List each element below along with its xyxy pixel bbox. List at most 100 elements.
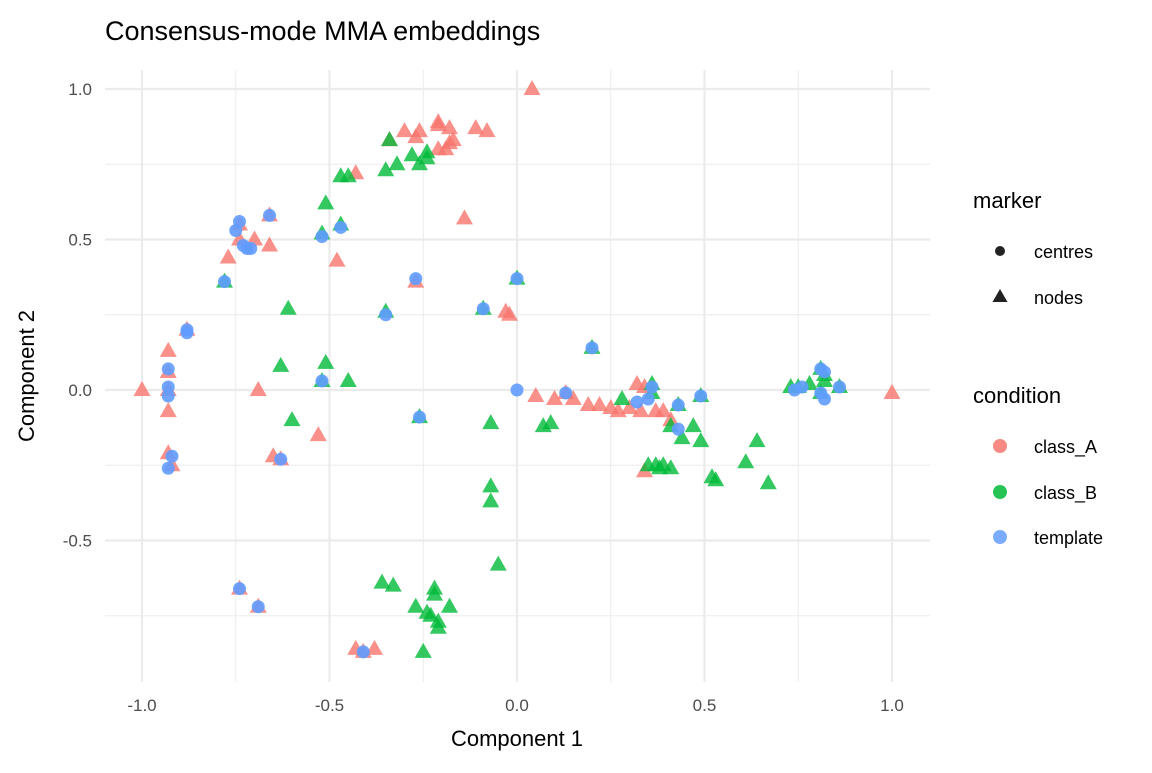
node-point-class_B <box>339 167 357 183</box>
y-axis-title: Component 2 <box>14 310 39 442</box>
node-point-class_A <box>546 390 563 406</box>
node-point-class_B <box>692 432 710 448</box>
legend-condition-title: condition <box>973 383 1061 408</box>
y-tick-label: 0.0 <box>68 381 92 400</box>
centre-point-template <box>833 380 846 394</box>
node-point-class_B <box>339 371 357 387</box>
centre-point-template <box>180 326 194 340</box>
data-points <box>133 80 901 659</box>
centre-point-template <box>263 208 276 222</box>
centre-point-template <box>233 582 246 596</box>
node-point-class_A <box>159 402 177 418</box>
centre-point-template <box>694 389 708 403</box>
node-point-class_A <box>411 122 428 138</box>
legend-marker-title: marker <box>973 188 1041 213</box>
node-point-class_A <box>591 396 608 412</box>
x-axis-title: Component 1 <box>451 726 583 751</box>
node-point-class_A <box>467 119 485 135</box>
node-point-class_A <box>501 305 518 321</box>
node-point-class_B <box>272 356 290 372</box>
legend-label-template: template <box>1034 528 1103 548</box>
legend-label-class-a: class_A <box>1034 437 1097 458</box>
centre-point-template <box>818 365 831 379</box>
centre-point-template <box>559 386 573 400</box>
legend-label-centres: centres <box>1034 242 1093 262</box>
centre-point-template <box>161 389 175 403</box>
node-point-class_A <box>579 396 597 412</box>
centre-point-template <box>315 374 329 388</box>
node-point-class_A <box>309 426 327 442</box>
centre-point-template <box>334 220 348 234</box>
node-point-class_B <box>489 555 507 571</box>
node-point-class_B <box>684 417 702 433</box>
centre-point-template <box>585 341 599 355</box>
node-point-class_A <box>444 131 462 147</box>
x-tick-label: 1.0 <box>880 696 904 715</box>
centre-point-template <box>795 380 809 394</box>
centre-point-template <box>641 392 655 406</box>
centre-point-template <box>251 600 265 614</box>
node-point-class_A <box>366 639 383 655</box>
node-point-class_A <box>621 399 638 415</box>
centre-point-template <box>274 452 288 466</box>
node-point-class_A <box>159 341 177 357</box>
axis-ticks: -1.0 -0.5 0.0 0.5 1.0 -0.5 0.0 0.5 1.0 <box>63 80 904 715</box>
node-point-class_B <box>759 474 777 490</box>
node-point-class_A <box>527 387 545 403</box>
node-point-class_A <box>478 122 496 138</box>
node-point-class_B <box>418 149 436 165</box>
node-point-class_B <box>707 471 725 487</box>
node-point-class_B <box>317 353 335 369</box>
node-point-class_B <box>429 618 447 634</box>
node-point-class_A <box>133 381 151 396</box>
legend-template-swatch <box>993 530 1007 544</box>
node-point-class_B <box>482 492 500 508</box>
centre-point-template <box>510 272 524 286</box>
centre-point-template <box>244 242 258 256</box>
legend-marker: marker centres nodes <box>973 188 1093 308</box>
node-point-class_B <box>748 432 766 448</box>
y-tick-label: 0.5 <box>68 231 92 250</box>
node-point-class_B <box>482 414 500 430</box>
legend-circle-icon <box>995 246 1005 256</box>
grid <box>105 70 930 682</box>
node-point-class_B <box>441 597 458 613</box>
centre-point-template <box>510 383 524 397</box>
node-point-class_A <box>441 119 458 135</box>
node-point-class_B <box>317 194 335 210</box>
legend-triangle-icon <box>992 289 1008 302</box>
chart-title: Consensus-mode MMA embeddings <box>105 16 540 46</box>
node-point-class_B <box>381 131 398 147</box>
centre-point-template <box>630 395 644 409</box>
node-point-class_B <box>737 453 755 469</box>
centre-point-template <box>645 380 659 394</box>
centre-point-template <box>161 461 175 475</box>
centre-point-template <box>671 398 685 412</box>
centre-point-template <box>671 422 685 436</box>
node-point-class_B <box>542 414 560 430</box>
node-point-class_B <box>279 299 297 315</box>
node-point-class_A <box>249 381 267 396</box>
node-point-class_B <box>816 371 833 387</box>
centre-point-template <box>356 645 370 659</box>
node-point-class_B <box>422 606 440 622</box>
centre-point-template <box>218 275 231 289</box>
centre-point-template <box>818 392 831 406</box>
node-point-class_A <box>429 113 447 129</box>
node-point-class_B <box>283 411 301 427</box>
node-point-class_B <box>384 576 402 592</box>
node-point-class_B <box>407 597 425 613</box>
centre-point-template <box>476 302 490 316</box>
centre-point-template <box>379 308 393 322</box>
node-point-class_A <box>602 399 620 415</box>
legend-class-a-swatch <box>993 439 1007 453</box>
node-point-class_B <box>613 390 631 406</box>
centre-point-template <box>229 223 243 237</box>
legend-label-nodes: nodes <box>1034 288 1083 308</box>
node-point-class_A <box>632 402 650 418</box>
centre-point-template <box>413 410 426 424</box>
centre-point-template <box>165 449 179 463</box>
node-point-class_A <box>523 80 541 95</box>
node-point-class_A <box>654 402 672 418</box>
